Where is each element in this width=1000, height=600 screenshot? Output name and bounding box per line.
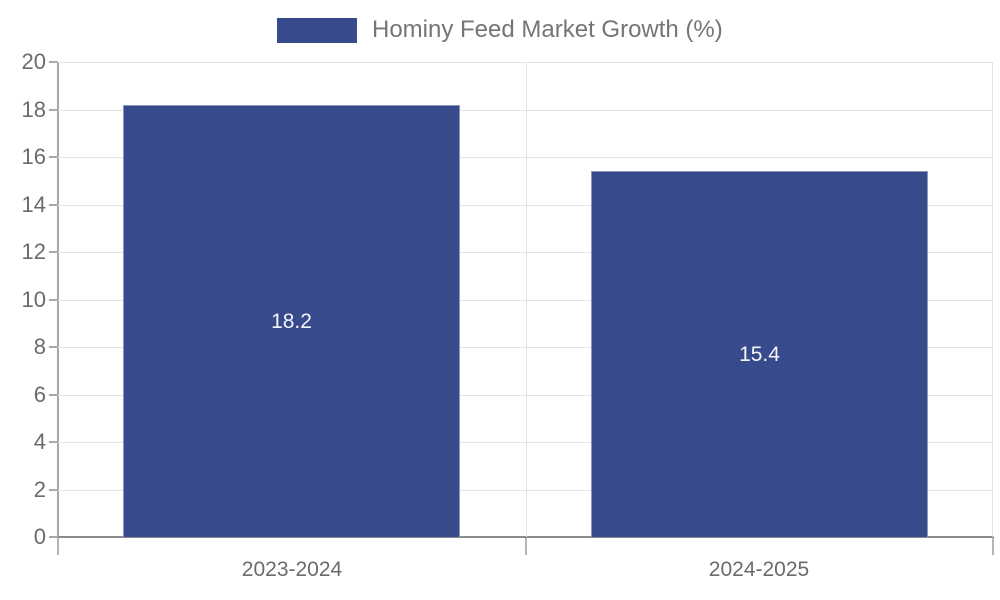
- y-tick-label: 10: [21, 287, 46, 312]
- bar-value-label: 18.2: [271, 309, 312, 333]
- x-tick-label: 2023-2024: [241, 558, 343, 581]
- y-tick-mark: [49, 394, 58, 396]
- gridline: [58, 110, 993, 111]
- legend-swatch: [277, 17, 357, 43]
- x-tick-mark: [525, 538, 527, 555]
- y-tick-mark: [49, 536, 58, 538]
- gridline: [58, 490, 993, 491]
- y-tick-mark: [49, 346, 58, 348]
- y-tick-label: 12: [21, 239, 46, 264]
- y-tick-mark: [49, 489, 58, 491]
- gridline: [58, 442, 993, 443]
- gridline: [58, 347, 993, 348]
- gridline: [526, 62, 527, 537]
- y-tick-label: 8: [33, 334, 46, 359]
- gridline: [58, 395, 993, 396]
- y-tick-label: 16: [21, 144, 46, 169]
- x-tick-mark: [992, 538, 994, 555]
- y-tick-mark: [49, 156, 58, 158]
- gridline: [58, 62, 993, 63]
- gridline: [58, 205, 993, 206]
- x-tick-mark: [57, 538, 59, 555]
- y-tick-mark: [49, 61, 58, 63]
- x-tick-label: 2024-2025: [708, 558, 810, 581]
- y-tick-mark: [49, 204, 58, 206]
- y-tick-mark: [49, 441, 58, 443]
- legend: Hominy Feed Market Growth (%): [277, 16, 723, 44]
- y-tick-mark: [49, 299, 58, 301]
- gridline: [992, 62, 993, 537]
- y-tick-label: 0: [33, 524, 46, 549]
- y-tick-label: 14: [21, 192, 46, 217]
- gridline: [58, 252, 993, 253]
- legend-label: Hominy Feed Market Growth (%): [372, 16, 723, 43]
- bar: 15.4: [591, 171, 928, 537]
- bar-value-label: 15.4: [739, 342, 780, 366]
- x-axis-line: [57, 536, 994, 538]
- y-tick-label: 2: [33, 477, 46, 502]
- bar: 18.2: [123, 105, 460, 537]
- gridline: [58, 157, 993, 158]
- plot-area: 18.2 15.4: [58, 62, 993, 537]
- y-tick-label: 20: [21, 49, 46, 74]
- y-tick-mark: [49, 251, 58, 253]
- y-tick-label: 4: [33, 429, 46, 454]
- gridline: [58, 300, 993, 301]
- y-tick-label: 18: [21, 97, 46, 122]
- y-tick-label: 6: [33, 382, 46, 407]
- y-tick-mark: [49, 109, 58, 111]
